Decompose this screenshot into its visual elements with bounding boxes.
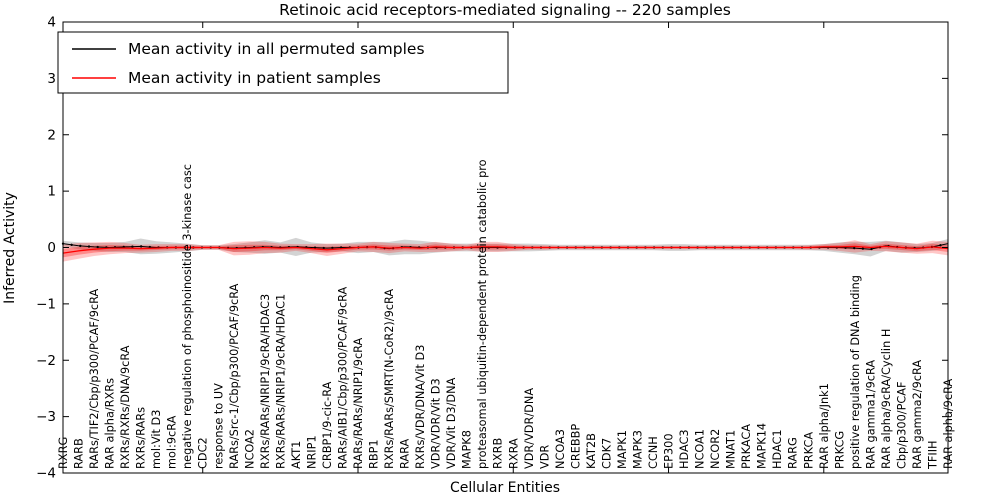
tick-layer	[63, 21, 948, 474]
x-tick-label: RARA	[399, 438, 412, 469]
y-tick-label: 4	[47, 15, 56, 31]
x-tick-label: KAT2B	[585, 433, 598, 469]
x-tick-label: RARs/TIF2/Cbp/p300/PCAF/9cRA	[88, 289, 101, 469]
x-tick-label: PRKCG	[833, 431, 846, 469]
y-tick-label: 2	[47, 127, 56, 143]
x-tick-label: RXRs/RARs	[135, 407, 148, 469]
y-tick-labels: −4 −3 −2 −1 0 1 2 3 4	[36, 15, 56, 482]
y-tick-label: −3	[36, 409, 56, 425]
x-tick-label: PRKACA	[740, 424, 753, 469]
x-tick-label: proteasomal ubiquitin-dependent protein …	[476, 159, 489, 469]
x-tick-label: NCOA1	[694, 429, 707, 469]
x-tick-label: HDAC3	[678, 429, 691, 469]
x-tick-label: RXRs/RARs/NRIP1/9cRA/HDAC1	[274, 294, 287, 469]
legend-label-permuted: Mean activity in all permuted samples	[128, 40, 425, 58]
x-tick-label: CDK7	[600, 438, 613, 469]
x-tick-label: MAPK3	[632, 430, 645, 469]
x-tick-label: PRKCA	[802, 432, 815, 469]
y-tick-label: −4	[36, 466, 56, 482]
x-tick-label: MAPK1	[616, 430, 629, 469]
y-tick-label: 0	[47, 240, 56, 256]
y-tick-label: −2	[36, 353, 56, 369]
x-tick-label: RXRs/RXRs/DNA/9cRA	[119, 345, 132, 469]
x-tick-label: CRBP1/9-cic-RA	[321, 381, 334, 469]
x-tick-label: RXRG	[57, 437, 70, 469]
patient-band	[63, 240, 948, 262]
x-tick-label: CDC2	[197, 437, 210, 469]
x-tick-label: MAPK14	[756, 423, 769, 469]
x-tick-label: TFIIH	[927, 440, 940, 470]
x-tick-label: RAR alpha/Jnk1	[818, 383, 831, 469]
x-tick-label: mol:Vit D3	[150, 410, 163, 469]
x-tick-label: RAR alpha/9cRA/Cyclin H	[880, 329, 893, 469]
x-tick-label: CREBBP	[569, 424, 582, 469]
x-tick-label: Cbp/p300/PCAF	[895, 381, 908, 469]
x-tick-label: CCNH	[647, 436, 660, 469]
x-axis-label: Cellular Entities	[450, 480, 560, 496]
x-tick-label: NCOA2	[243, 429, 256, 469]
x-tick-label: RXRs/VDR/DNA/Vit D3	[414, 345, 427, 469]
y-tick-label: 3	[47, 71, 56, 87]
x-tick-label: HDAC1	[771, 429, 784, 469]
band-layer	[63, 237, 948, 262]
x-tick-label: RXRA	[507, 438, 520, 469]
x-tick-label: MAPK8	[461, 430, 474, 469]
x-tick-label: negative regulation of phosphoinositide …	[181, 164, 194, 469]
x-tick-label: RAR gamma2/9cRA	[911, 360, 924, 469]
legend: Mean activity in all permuted samples Me…	[57, 31, 509, 94]
x-tick-label: RARB	[73, 438, 86, 469]
x-tick-label: RARs/RARs/NRIP1/9cRA	[352, 337, 365, 469]
x-tick-label: EP300	[663, 433, 676, 469]
x-tick-label: RXRs/RARs/NRIP1/9cRA/HDAC3	[259, 294, 272, 469]
x-tick-labels: RXRG RARB RARs/TIF2/Cbp/p300/PCAF/9cRA RAR …	[57, 159, 955, 470]
x-tick-label: VDR/VDR/Vit D3	[430, 378, 443, 469]
x-tick-label: AKT1	[290, 441, 303, 469]
x-tick-label: RBP1	[368, 439, 381, 469]
x-tick-label: VDR	[538, 445, 551, 469]
x-tick-label: NCOA3	[554, 429, 567, 469]
x-tick-label: RARs/Src-1/Cbp/p300/PCAF/9cRA	[228, 283, 241, 469]
x-tick-label: RAR alpha/9cRA	[942, 379, 955, 469]
x-tick-label: NRIP1	[305, 435, 318, 469]
patient-mean-line	[62, 245, 949, 254]
chart-title: Retinoic acid receptors-mediated signali…	[279, 1, 731, 19]
x-tick-label: RXRB	[492, 438, 505, 469]
y-axis-label: Inferred Activity	[2, 192, 18, 304]
x-tick-label: RARG	[787, 437, 800, 469]
x-tick-label: RARs/AIB1/Cbp/p300/PCAF/9cRA	[337, 286, 350, 469]
y-tick-label: −1	[36, 296, 56, 312]
patient-band-inner	[63, 243, 948, 258]
x-tick-label: MNAT1	[725, 430, 738, 469]
line-layer	[61, 242, 950, 254]
x-tick-label: RAR gamma1/9cRA	[864, 360, 877, 469]
x-tick-label: positive regulation of DNA binding	[849, 275, 862, 469]
x-tick-label: VDR/Vit D3/DNA	[445, 377, 458, 469]
legend-box	[57, 31, 509, 94]
x-tick-label: NCOR2	[709, 429, 722, 469]
x-tick-label: VDR/VDR/DNA	[523, 388, 536, 469]
x-tick-label: RXRs/RARs/SMRT(N-CoR2)/9cRA	[383, 289, 396, 469]
x-tick-label: response to UV	[212, 383, 225, 469]
x-tick-label: mol:9cRA	[166, 415, 179, 469]
y-tick-label: 1	[47, 184, 56, 200]
legend-label-patient: Mean activity in patient samples	[128, 69, 381, 87]
x-tick-label: RAR alpha/RXRs	[104, 378, 117, 469]
